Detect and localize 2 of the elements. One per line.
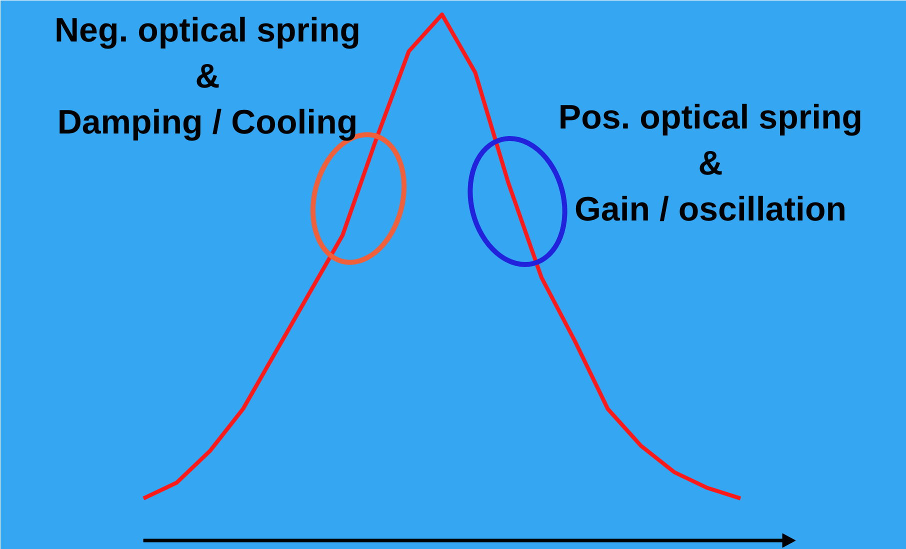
annotation: Pos. optical spring & Gain / oscillation (558, 98, 863, 228)
annotation: Neg. optical spring & Damping / Cooling (54, 12, 361, 142)
